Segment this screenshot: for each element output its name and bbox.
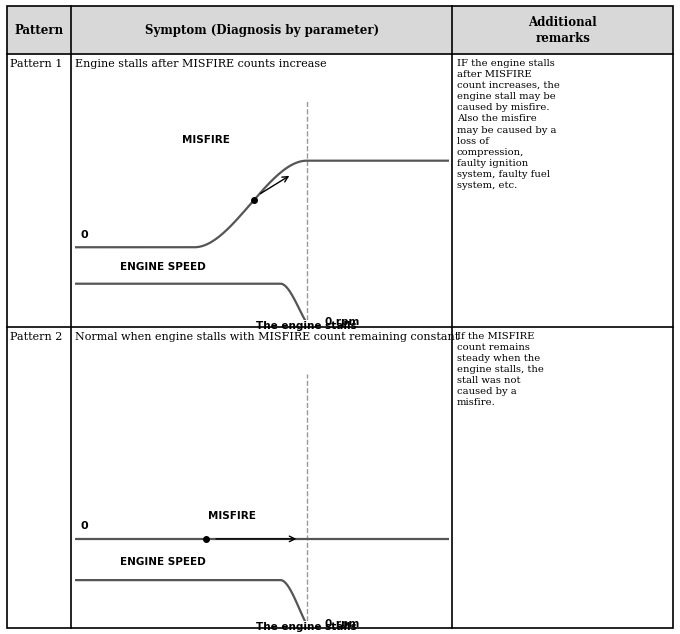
Text: IF the engine stalls
after MISFIRE
count increases, the
engine stall may be
caus: IF the engine stalls after MISFIRE count… [457, 59, 560, 190]
Text: Pattern 2: Pattern 2 [10, 332, 63, 342]
Text: Pattern 1: Pattern 1 [10, 59, 63, 69]
Text: Normal when engine stalls with MISFIRE count remaining constant: Normal when engine stalls with MISFIRE c… [75, 332, 460, 342]
Text: The engine stalls: The engine stalls [256, 623, 357, 632]
Text: ENGINE SPEED: ENGINE SPEED [120, 557, 205, 567]
Text: 0 rpm: 0 rpm [325, 619, 360, 629]
Text: MISFIRE: MISFIRE [182, 135, 230, 145]
Text: Pattern: Pattern [14, 23, 64, 37]
Text: 0: 0 [80, 230, 88, 240]
Text: Additional
remarks: Additional remarks [528, 16, 597, 44]
Text: 0: 0 [80, 521, 88, 531]
Bar [7, 6, 673, 54]
Text: MISFIRE: MISFIRE [208, 511, 256, 521]
Text: Symptom (Diagnosis by parameter): Symptom (Diagnosis by parameter) [145, 23, 379, 37]
Text: The engine stalls: The engine stalls [256, 321, 357, 331]
Text: If the MISFIRE
count remains
steady when the
engine stalls, the
stall was not
ca: If the MISFIRE count remains steady when… [457, 332, 544, 407]
Text: ENGINE SPEED: ENGINE SPEED [120, 262, 205, 273]
Text: Engine stalls after MISFIRE counts increase: Engine stalls after MISFIRE counts incre… [75, 59, 327, 69]
Text: 0 rpm: 0 rpm [325, 317, 360, 327]
